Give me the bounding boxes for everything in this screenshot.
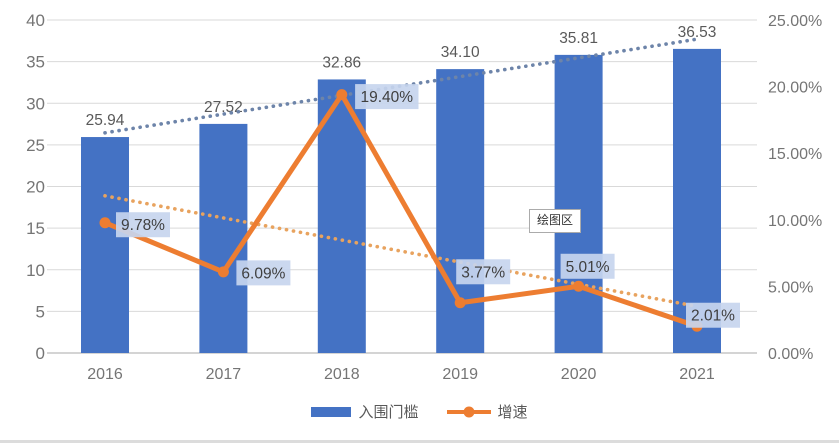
line-value-label: 3.77%	[461, 264, 505, 281]
line-value-label-bg	[116, 212, 170, 238]
line-point-2020[interactable]	[573, 280, 585, 292]
x-axis-category-label: 2019	[442, 366, 478, 383]
right-axis-tick-label: 20.00%	[768, 80, 822, 97]
line-value-label-bg	[355, 84, 419, 110]
x-axis-category-label: 2018	[324, 366, 360, 383]
line-marker-icon	[463, 406, 474, 417]
legend-item-line-series[interactable]: 增速	[446, 401, 528, 422]
bar-2019[interactable]	[436, 69, 485, 354]
chart-legend: 入围门槛 增速	[0, 401, 839, 422]
line-point-2017[interactable]	[217, 266, 229, 278]
bar-value-label: 35.81	[559, 30, 598, 47]
legend-item-bar-series[interactable]: 入围门槛	[311, 401, 419, 422]
line-value-label: 2.01%	[691, 308, 735, 325]
line-point-2016[interactable]	[99, 217, 111, 229]
bar-2021[interactable]	[673, 48, 721, 353]
bar-value-label: 25.94	[86, 112, 125, 129]
line-value-label-bg	[236, 260, 291, 286]
line-series-swatch-icon	[446, 406, 491, 417]
left-axis-tick-label: 0	[36, 344, 45, 363]
line-value-label-bg	[560, 253, 615, 279]
legend-label-bar-series: 入围门槛	[358, 404, 419, 421]
x-axis-category-label: 2016	[87, 366, 123, 383]
left-axis-tick-label: 40	[26, 11, 45, 30]
x-axis-category-label: 2017	[206, 366, 242, 383]
right-axis-tick-label: 5.00%	[768, 279, 813, 296]
line-value-label-bg	[456, 259, 511, 285]
left-axis-tick-label: 15	[26, 219, 45, 238]
left-axis-tick-label: 35	[26, 53, 45, 72]
bar-2016[interactable]	[81, 137, 129, 353]
left-axis-tick-label: 30	[26, 94, 45, 113]
line-value-label: 5.01%	[566, 259, 610, 276]
left-axis-tick-label: 5	[36, 302, 45, 321]
bar-value-label: 34.10	[441, 44, 480, 61]
bar-series-swatch-icon	[311, 406, 352, 417]
right-axis-tick-label: 0.00%	[768, 346, 813, 363]
line-value-label: 19.40%	[361, 89, 414, 106]
left-axis-tick-label: 10	[26, 261, 45, 280]
right-axis-tick-label: 10.00%	[768, 213, 822, 230]
line-value-label-bg	[686, 302, 740, 328]
x-axis-category-label: 2020	[561, 366, 597, 383]
growth-line[interactable]	[102, 92, 700, 329]
left-axis-tick-label: 20	[26, 178, 45, 197]
line-point-2019[interactable]	[454, 297, 466, 309]
left-axis-tick-label: 25	[26, 136, 45, 155]
x-axis-category-label: 2021	[679, 366, 715, 383]
bar-2017[interactable]	[199, 123, 248, 354]
line-value-label: 6.09%	[241, 265, 285, 282]
line-point-2018[interactable]	[336, 89, 348, 101]
bar-value-label: 27.52	[204, 99, 243, 116]
bar-value-label: 36.53	[678, 24, 717, 41]
right-axis-tick-label: 15.00%	[768, 146, 822, 163]
bar-value-label: 32.86	[322, 54, 361, 71]
legend-label-line-series: 增速	[497, 404, 528, 421]
line-series-trendline	[103, 194, 699, 309]
line-value-label: 9.78%	[121, 217, 165, 234]
bar-2020[interactable]	[554, 54, 603, 354]
right-axis-tick-label: 25.00%	[768, 13, 822, 30]
plot-area-tooltip: 绘图区	[529, 209, 582, 233]
